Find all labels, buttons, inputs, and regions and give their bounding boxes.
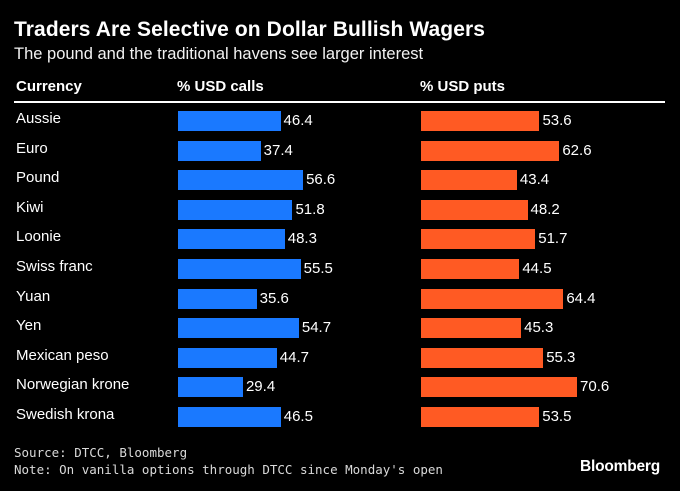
puts-value-label: 45.3 <box>524 319 554 337</box>
calls-value-label: 55.5 <box>303 260 333 277</box>
chart-subtitle: The pound and the traditional havens see… <box>14 45 424 63</box>
currency-label: Mexican peso <box>16 346 109 364</box>
currency-label: Swiss franc <box>16 258 93 275</box>
currency-label: Swedish krona <box>16 406 115 423</box>
puts-value-label: 48.2 <box>530 200 560 218</box>
calls-value-label: 48.3 <box>287 230 317 248</box>
puts-value-label: 64.4 <box>566 289 596 307</box>
puts-value-label: 55.3 <box>546 348 576 366</box>
calls-bar <box>178 229 285 250</box>
calls-bar <box>178 347 277 368</box>
calls-bar <box>178 377 243 398</box>
calls-value-label: 51.8 <box>295 200 325 218</box>
calls-bar <box>178 288 257 309</box>
bloomberg-logo: Bloomberg <box>579 458 660 475</box>
calls-value-label: 35.6 <box>259 289 289 307</box>
calls-bar <box>178 407 281 427</box>
puts-bar <box>421 407 540 427</box>
puts-bar <box>421 347 544 368</box>
currency-label: Aussie <box>16 110 62 127</box>
header-calls: % USD calls <box>177 78 264 95</box>
calls-value-label: 56.6 <box>306 171 336 189</box>
puts-bar <box>421 111 540 131</box>
header-puts: % USD puts <box>420 78 506 95</box>
source-note: Source: DTCC, Bloomberg <box>14 445 188 460</box>
footnotes: Source: DTCC, Bloomberg Note: On vanilla… <box>14 444 443 478</box>
puts-bar <box>421 288 564 309</box>
header-currency: Currency <box>16 78 82 95</box>
calls-bar <box>178 318 299 339</box>
calls-bar <box>178 140 261 161</box>
puts-value-label: 44.5 <box>522 260 552 277</box>
puts-value-label: 62.6 <box>562 141 592 159</box>
puts-bar <box>421 199 528 220</box>
currency-label: Kiwi <box>16 198 44 216</box>
puts-bar <box>421 229 536 250</box>
calls-value-label: 46.5 <box>283 408 313 425</box>
puts-bar <box>421 377 578 398</box>
currency-label: Yen <box>16 317 42 335</box>
puts-value-label: 53.5 <box>542 408 572 425</box>
puts-bar <box>421 318 522 339</box>
calls-value-label: 46.4 <box>283 112 313 129</box>
calls-bar <box>178 170 304 191</box>
puts-value-label: 51.7 <box>538 230 568 248</box>
header-rule <box>14 101 665 103</box>
calls-bar <box>178 111 281 131</box>
puts-bar <box>421 259 520 279</box>
note-text: Note: On vanilla options through DTCC si… <box>14 462 443 477</box>
currency-label: Pound <box>16 169 60 187</box>
calls-bar <box>178 199 293 220</box>
puts-bar <box>421 170 517 191</box>
currency-label: Euro <box>16 139 48 157</box>
calls-value-label: 37.4 <box>263 141 293 159</box>
calls-value-label: 54.7 <box>301 319 332 337</box>
calls-value-label: 44.7 <box>279 348 309 366</box>
currency-label: Yuan <box>16 287 51 305</box>
puts-value-label: 53.6 <box>542 112 572 129</box>
currency-label: Norwegian krone <box>16 376 130 394</box>
chart-title: Traders Are Selective on Dollar Bullish … <box>14 18 486 41</box>
puts-value-label: 70.6 <box>580 378 610 396</box>
calls-bar <box>178 259 301 279</box>
puts-value-label: 43.4 <box>519 171 550 189</box>
currency-label: Loonie <box>16 228 62 246</box>
puts-bar <box>421 140 560 161</box>
calls-value-label: 29.4 <box>245 378 276 396</box>
